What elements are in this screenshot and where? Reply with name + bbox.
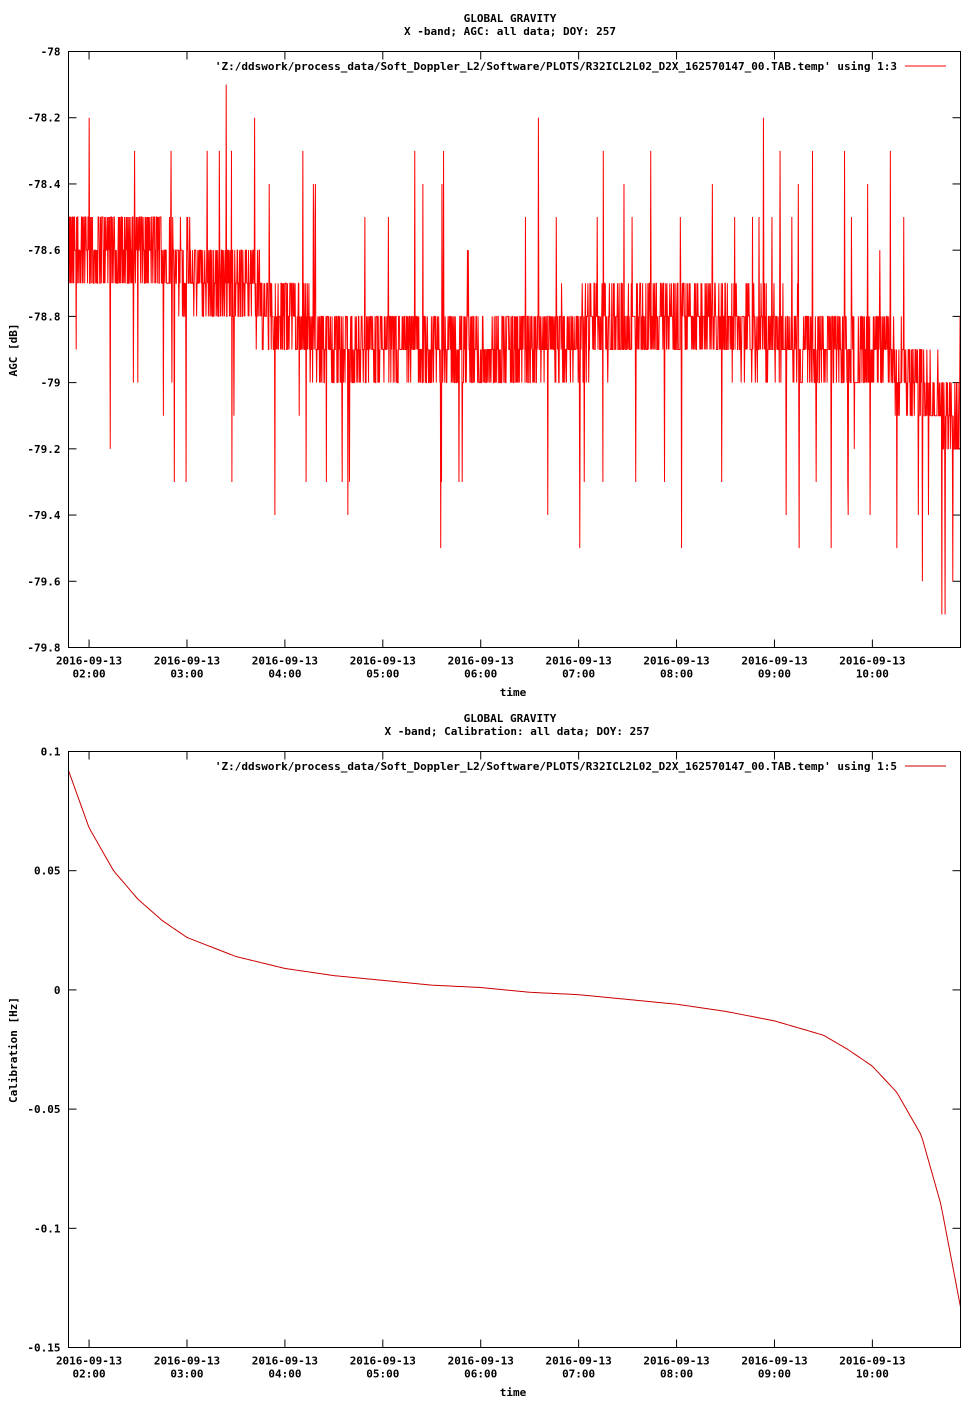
chart-agc-title: GLOBAL GRAVITY (464, 12, 557, 25)
x-tick-time-label: 06:00 (464, 668, 497, 681)
x-tick-time-label: 09:00 (758, 1368, 791, 1381)
x-tick-time-label: 03:00 (170, 1368, 203, 1381)
x-tick-time-label: 07:00 (562, 1368, 595, 1381)
x-tick-date-label: 2016-09-13 (252, 655, 318, 668)
x-tick-time-label: 10:00 (856, 1368, 889, 1381)
x-tick-time-label: 02:00 (72, 668, 105, 681)
chart-agc-frame (68, 51, 961, 648)
y-tick-label: -78 (41, 46, 61, 59)
y-tick-label: -0.1 (34, 1222, 61, 1235)
x-tick-date-label: 2016-09-13 (643, 655, 709, 668)
chart-calibration-series (68, 770, 961, 1308)
x-tick-date-label: 2016-09-13 (56, 1355, 122, 1368)
x-tick-time-label: 02:00 (72, 1368, 105, 1381)
chart-calibration-xlabel: time (500, 1386, 527, 1399)
chart-calibration-ticks: 0.10.050-0.05-0.1-0.152016-09-1302:00201… (27, 746, 961, 1381)
chart-agc-ylabel: AGC [dB] (7, 324, 20, 377)
x-tick-date-label: 2016-09-13 (741, 1355, 807, 1368)
chart-agc-ticks: -78 -78.2 -78.4 -78.6 -78.8 -79 -79.2 -79.4 -79.… (27, 46, 961, 681)
chart-calibration-title: GLOBAL GRAVITY (464, 712, 557, 725)
x-tick-time-label: 04:00 (268, 668, 301, 681)
x-tick-date-label: 2016-09-13 (546, 655, 612, 668)
chart-agc-series (68, 84, 961, 615)
x-tick-date-label: 2016-09-13 (546, 1355, 612, 1368)
x-tick-date-label: 2016-09-13 (154, 1355, 220, 1368)
chart-calibration-ylabel: Calibration [Hz] (7, 997, 20, 1103)
chart-calibration-frame (68, 751, 961, 1348)
y-tick-label: 0.1 (41, 746, 61, 759)
x-tick-date-label: 2016-09-13 (448, 655, 514, 668)
x-tick-date-label: 2016-09-13 (56, 655, 122, 668)
x-tick-time-label: 07:00 (562, 668, 595, 681)
x-tick-time-label: 09:00 (758, 668, 791, 681)
chart-agc-subtitle: X -band; AGC: all data; DOY: 257 (404, 25, 616, 38)
y-tick-label: 0.05 (34, 865, 61, 878)
x-tick-time-label: 08:00 (660, 1368, 693, 1381)
x-tick-date-label: 2016-09-13 (839, 655, 905, 668)
y-tick-label: -78.6 (27, 244, 60, 257)
y-tick-label: -0.05 (27, 1103, 60, 1116)
calibration-series-line (68, 770, 961, 1308)
y-tick-label: -78.8 (27, 310, 60, 323)
x-tick-time-label: 05:00 (366, 1368, 399, 1381)
y-tick-label: 0 (54, 984, 61, 997)
chart-calibration-subtitle: X -band; Calibration: all data; DOY: 257 (385, 725, 650, 738)
chart-agc: GLOBAL GRAVITY X -band; AGC: all data; D… (7, 12, 961, 699)
chart-agc-legend-label: 'Z:/ddswork/process_data/Soft_Doppler_L2… (215, 60, 897, 73)
x-tick-date-label: 2016-09-13 (839, 1355, 905, 1368)
y-tick-label: -0.15 (27, 1342, 60, 1355)
y-tick-label: -79.8 (27, 642, 60, 655)
x-tick-date-label: 2016-09-13 (350, 1355, 416, 1368)
y-tick-label: -79.2 (27, 443, 60, 456)
x-tick-date-label: 2016-09-13 (643, 1355, 709, 1368)
chart-agc-xlabel: time (500, 686, 527, 699)
x-tick-date-label: 2016-09-13 (741, 655, 807, 668)
x-tick-date-label: 2016-09-13 (154, 655, 220, 668)
x-tick-time-label: 06:00 (464, 1368, 497, 1381)
x-tick-date-label: 2016-09-13 (252, 1355, 318, 1368)
x-tick-time-label: 05:00 (366, 668, 399, 681)
chart-calibration: GLOBAL GRAVITY X -band; Calibration: all… (7, 712, 961, 1399)
x-tick-date-label: 2016-09-13 (350, 655, 416, 668)
y-tick-label: -78.2 (27, 112, 60, 125)
x-tick-time-label: 10:00 (856, 668, 889, 681)
y-tick-label: -79.6 (27, 575, 60, 588)
y-tick-label: -79 (41, 377, 61, 390)
x-tick-time-label: 03:00 (170, 668, 203, 681)
x-tick-date-label: 2016-09-13 (448, 1355, 514, 1368)
agc-series-line (68, 84, 961, 615)
y-tick-label: -78.4 (27, 178, 60, 191)
x-tick-time-label: 04:00 (268, 1368, 301, 1381)
chart-calibration-legend-label: 'Z:/ddswork/process_data/Soft_Doppler_L2… (215, 760, 897, 773)
x-tick-time-label: 08:00 (660, 668, 693, 681)
y-tick-label: -79.4 (27, 509, 60, 522)
